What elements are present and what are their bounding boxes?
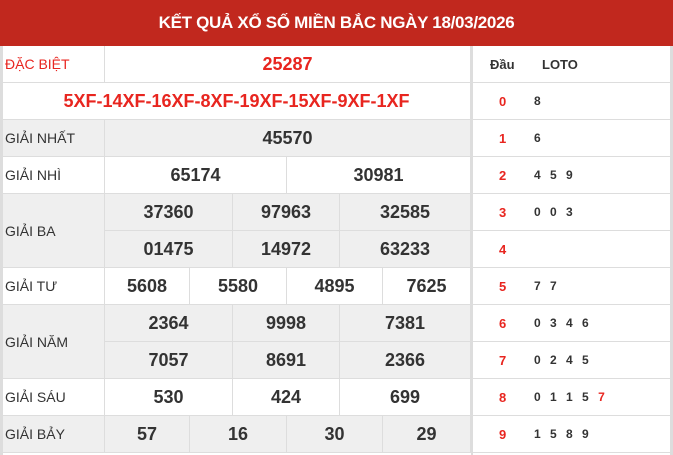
prize-number: 7381 bbox=[340, 305, 471, 342]
loto-digit: 1 bbox=[550, 390, 567, 404]
prize-number: 8691 bbox=[233, 342, 340, 379]
loto-digits: 4 5 9 bbox=[534, 157, 576, 194]
loto-digits: 6 bbox=[534, 120, 544, 157]
loto-header: Đầu LOTO bbox=[473, 46, 672, 83]
dau-digit: 8 bbox=[499, 390, 507, 405]
results-table: ĐẶC BIỆT 25287 5XF-14XF-16XF-8XF-19XF-15XF… bbox=[0, 46, 471, 455]
dau-digit: 2 bbox=[499, 168, 507, 183]
loto-digit: 9 bbox=[582, 427, 592, 441]
loto-digit: 0 bbox=[534, 353, 551, 367]
dau-digit: 3 bbox=[499, 205, 507, 220]
loto-digit: 1 bbox=[566, 390, 583, 404]
prize-number: 14972 bbox=[233, 231, 340, 268]
prize-number: 16 bbox=[190, 416, 287, 453]
loto-digits: 0 1 1 5 7 bbox=[534, 379, 608, 416]
prize-number: 5608 bbox=[105, 268, 190, 305]
prize-number: 4895 bbox=[287, 268, 383, 305]
loto-row: 8 0 1 1 5 7 bbox=[473, 379, 672, 416]
loto-digit: 7 bbox=[534, 279, 551, 293]
prize-number: 25287 bbox=[105, 46, 471, 83]
prize-label: GIẢI BA bbox=[3, 194, 105, 268]
loto-digit: 8 bbox=[534, 94, 544, 108]
prize-number: 9998 bbox=[233, 305, 340, 342]
prize-number: 32585 bbox=[340, 194, 471, 231]
loto-digits: 0 3 4 6 bbox=[534, 305, 592, 342]
prize-number: 530 bbox=[105, 379, 233, 416]
loto-row: 2 4 5 9 bbox=[473, 157, 672, 194]
loto-digit: 7 bbox=[598, 390, 608, 404]
prize-number: 29 bbox=[383, 416, 471, 453]
loto-digit: 4 bbox=[566, 316, 583, 330]
loto-digit: 9 bbox=[566, 168, 576, 182]
loto-digit: 4 bbox=[566, 353, 583, 367]
loto-digit: 5 bbox=[550, 427, 567, 441]
loto-digit: 5 bbox=[582, 353, 592, 367]
prize-number: 57 bbox=[105, 416, 190, 453]
loto-digit: 6 bbox=[534, 131, 544, 145]
prize-number: 01475 bbox=[105, 231, 233, 268]
prize-number: 97963 bbox=[233, 194, 340, 231]
prize-label: GIẢI BẢY bbox=[3, 416, 105, 453]
loto-digit: 8 bbox=[566, 427, 583, 441]
special-code: 5XF-14XF-16XF-8XF-19XF-15XF-9XF-1XF bbox=[3, 83, 471, 120]
dau-digit: 0 bbox=[499, 94, 507, 109]
loto-row: 7 0 2 4 5 bbox=[473, 342, 672, 379]
loto-digits: 8 bbox=[534, 83, 544, 120]
dau-header: Đầu bbox=[490, 57, 515, 72]
page-title: KẾT QUẢ XỔ SỐ MIỀN BẮC NGÀY 18/03/2026 bbox=[0, 0, 673, 46]
prize-number: 63233 bbox=[340, 231, 471, 268]
loto-digit: 0 bbox=[550, 205, 567, 219]
prize-label: GIẢI NĂM bbox=[3, 305, 105, 379]
prize-number: 30 bbox=[287, 416, 383, 453]
loto-digit: 0 bbox=[534, 205, 551, 219]
prize-number: 7057 bbox=[105, 342, 233, 379]
dau-digit: 1 bbox=[499, 131, 507, 146]
loto-digit: 6 bbox=[582, 316, 592, 330]
loto-digit: 4 bbox=[534, 168, 551, 182]
dau-digit: 4 bbox=[499, 242, 507, 257]
prize-label: GIẢI NHÌ bbox=[3, 157, 105, 194]
loto-digit: 0 bbox=[534, 316, 551, 330]
loto-digit: 3 bbox=[566, 205, 576, 219]
loto-row: 5 7 7 bbox=[473, 268, 672, 305]
prize-number: 45570 bbox=[105, 120, 471, 157]
loto-digits: 0 2 4 5 bbox=[534, 342, 592, 379]
prize-number: 30981 bbox=[287, 157, 471, 194]
loto-digits: 0 0 3 bbox=[534, 194, 576, 231]
loto-digit: 3 bbox=[550, 316, 567, 330]
prize-number: 2366 bbox=[340, 342, 471, 379]
prize-label: GIẢI NHẤT bbox=[3, 120, 105, 157]
prize-number: 7625 bbox=[383, 268, 471, 305]
prize-number: 2364 bbox=[105, 305, 233, 342]
loto-digit: 1 bbox=[534, 427, 551, 441]
loto-digit: 2 bbox=[550, 353, 567, 367]
loto-digits: 7 7 bbox=[534, 268, 560, 305]
prize-number: 65174 bbox=[105, 157, 287, 194]
loto-digit: 5 bbox=[550, 168, 567, 182]
prize-label: GIẢI TƯ bbox=[3, 268, 105, 305]
prize-label: ĐẶC BIỆT bbox=[3, 46, 105, 83]
loto-digit: 5 bbox=[582, 390, 599, 404]
prize-number: 424 bbox=[233, 379, 340, 416]
loto-row: 4 bbox=[473, 231, 672, 268]
prize-number: 699 bbox=[340, 379, 471, 416]
prize-label: GIẢI SÁU bbox=[3, 379, 105, 416]
dau-digit: 7 bbox=[499, 353, 507, 368]
loto-digit: 7 bbox=[550, 279, 560, 293]
loto-header-label: LOTO bbox=[542, 57, 578, 72]
loto-digit: 0 bbox=[534, 390, 551, 404]
loto-digits: 1 5 8 9 bbox=[534, 416, 592, 453]
dau-digit: 9 bbox=[499, 427, 507, 442]
dau-digit: 6 bbox=[499, 316, 507, 331]
prize-number: 5580 bbox=[190, 268, 287, 305]
prize-number: 37360 bbox=[105, 194, 233, 231]
dau-digit: 5 bbox=[499, 279, 507, 294]
